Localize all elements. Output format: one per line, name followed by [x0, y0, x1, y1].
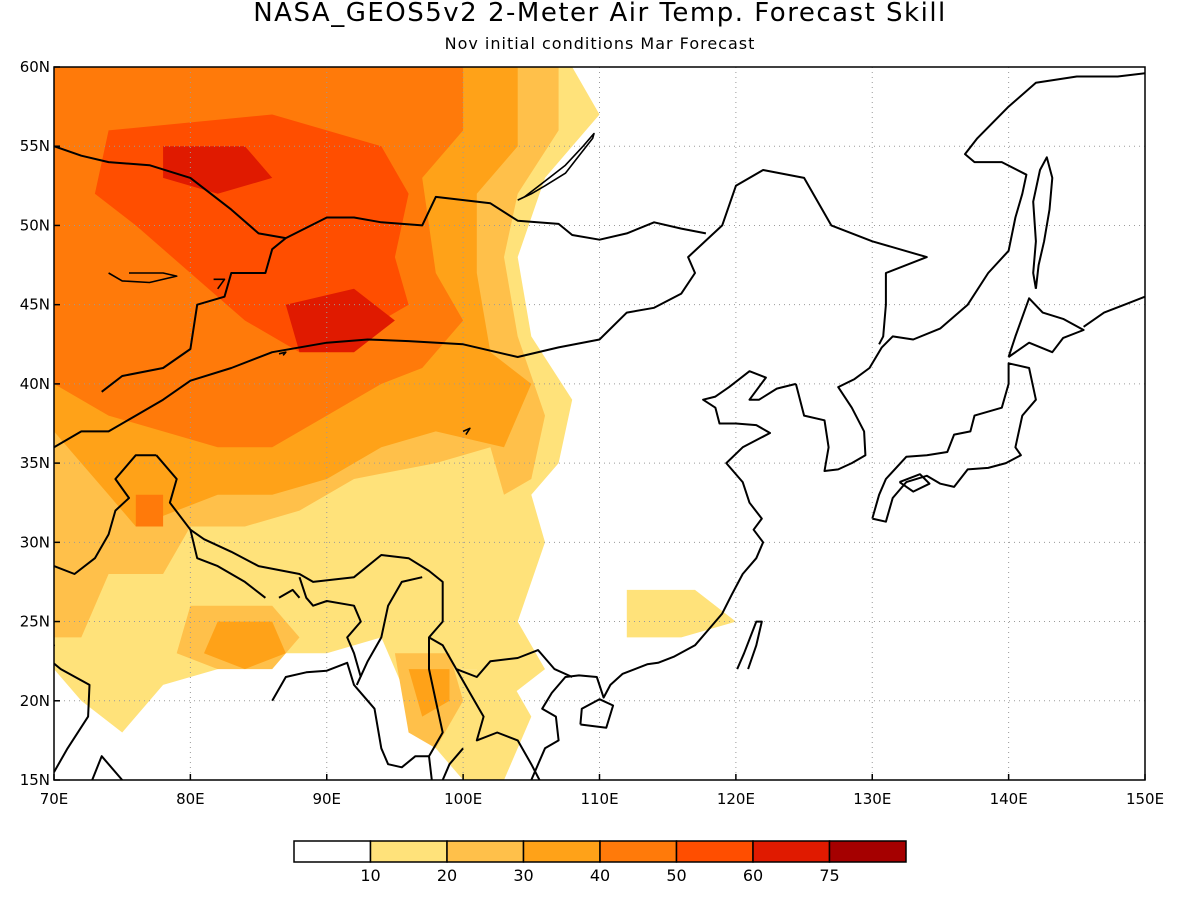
coastline	[298, 576, 362, 678]
lake-outline	[517, 132, 595, 201]
lat-lon-grid	[54, 67, 1145, 780]
skill-region-level-3	[204, 621, 286, 670]
skill-region-level-4	[135, 494, 164, 527]
lon-tick-label: 130E	[853, 790, 891, 808]
coastline	[54, 454, 157, 575]
skill-region-level-6	[163, 146, 273, 194]
coastline	[285, 195, 707, 241]
coastline	[736, 620, 763, 670]
colorbar-label: 30	[513, 866, 533, 885]
coastline	[355, 576, 423, 686]
lat-tick-label: 50N	[20, 216, 50, 234]
colorbar-label: 10	[360, 866, 380, 885]
colorbar-label: 50	[666, 866, 686, 885]
colorbar-swatch	[599, 840, 678, 863]
coastline	[441, 747, 464, 780]
colorbar-label: 75	[819, 866, 839, 885]
colorbar-swatch	[369, 840, 448, 863]
colorbar-label: 20	[437, 866, 457, 885]
coastline	[1032, 156, 1054, 289]
coastline	[189, 529, 267, 599]
lon-tick-label: 90E	[312, 790, 341, 808]
coastline	[278, 588, 301, 599]
lat-tick-label: 35N	[20, 454, 50, 472]
lat-tick-label: 25N	[20, 613, 50, 631]
colorbar-swatch	[522, 840, 601, 863]
map-subtitle: Nov initial conditions Mar Forecast	[444, 34, 756, 53]
lat-tick-label: 15N	[20, 771, 50, 789]
lon-tick-label: 150E	[1126, 790, 1164, 808]
colorbar-label: 40	[590, 866, 610, 885]
skill-shading-layer	[54, 67, 736, 780]
coastline	[579, 698, 615, 729]
coastline	[1007, 297, 1085, 358]
coastline	[530, 370, 797, 780]
colorbar-swatch	[446, 840, 525, 863]
coastline	[101, 237, 287, 393]
skill-region-level-1	[626, 589, 736, 638]
coastline	[871, 362, 1037, 523]
lon-tick-label: 100E	[444, 790, 482, 808]
colorbar-swatch	[293, 840, 372, 863]
map-title: NASA_GEOS5v2 2-Meter Air Temp. Forecast …	[253, 0, 947, 28]
lake-outline	[108, 272, 178, 284]
skill-region-level-6	[285, 288, 395, 353]
colorbar-swatch	[675, 840, 754, 863]
coastline	[1083, 295, 1145, 328]
coastline	[794, 72, 1145, 472]
skill-region-level-3	[408, 669, 450, 717]
coastline	[54, 169, 928, 449]
lat-tick-label: 40N	[20, 375, 50, 393]
lat-tick-label: 55N	[20, 137, 50, 155]
colorbar-legend: 10 20 30 40 50 60 75	[293, 840, 907, 885]
coastline	[54, 644, 91, 773]
coastline	[271, 661, 433, 780]
lon-tick-label: 140E	[990, 790, 1028, 808]
coastline	[155, 454, 573, 678]
coastline	[898, 473, 931, 493]
colorbar-swatch	[828, 840, 907, 863]
lat-tick-label: 45N	[20, 296, 50, 314]
lon-tick-label: 110E	[580, 790, 618, 808]
lake-outline	[213, 278, 226, 290]
colorbar-label: 60	[743, 866, 763, 885]
coastline	[54, 145, 286, 240]
coastline	[455, 668, 541, 780]
lat-tick-label: 60N	[20, 58, 50, 76]
lake-outline	[462, 427, 471, 436]
lat-tick-label: 20N	[20, 692, 50, 710]
coastline	[428, 637, 444, 757]
lake-outline	[278, 351, 287, 356]
axis-tick-labels: 70E 80E 90E 100E 110E 120E 130E 140E 150E 60N 55N 5…	[20, 58, 1164, 808]
lon-tick-label: 70E	[40, 790, 69, 808]
colorbar-swatch	[752, 840, 831, 863]
lon-tick-label: 80E	[176, 790, 205, 808]
lat-tick-label: 30N	[20, 533, 50, 551]
coastlines-and-borders	[54, 72, 1145, 780]
lon-tick-label: 120E	[717, 790, 755, 808]
coastline	[91, 755, 123, 780]
